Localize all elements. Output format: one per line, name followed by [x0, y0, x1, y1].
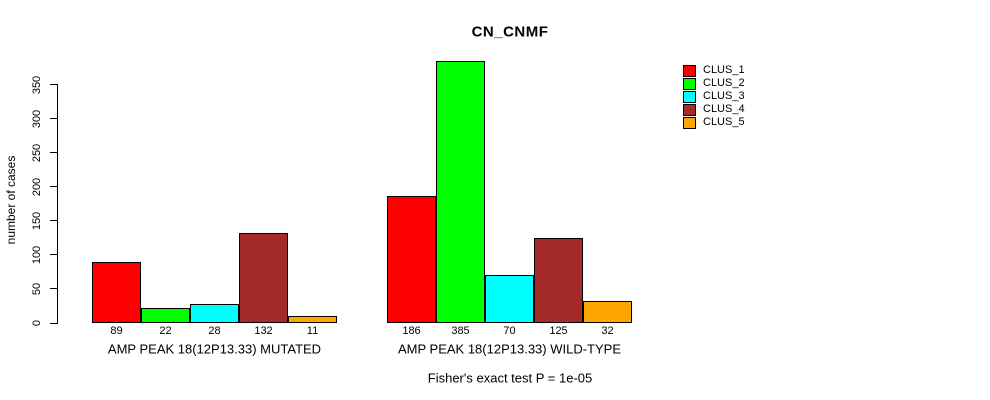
- bar-value-label: 186: [402, 325, 421, 337]
- legend-label: CLUS_1: [703, 64, 745, 76]
- y-axis-tick: [50, 84, 57, 85]
- bar-value-label: 70: [503, 325, 516, 337]
- y-axis-tick-label: 300: [31, 109, 43, 128]
- y-axis-tick-label: 100: [31, 245, 43, 265]
- bar-value-label: 22: [159, 325, 172, 337]
- y-axis-tick-label: 200: [31, 177, 43, 196]
- legend-label: CLUS_3: [703, 90, 745, 102]
- bar-value-label: 32: [601, 325, 614, 337]
- y-axis-tick-label: 50: [31, 282, 43, 296]
- y-axis-tick: [50, 118, 57, 120]
- y-axis-tick: [50, 288, 57, 290]
- bar-clus_4-wild-type: [534, 238, 583, 323]
- y-axis-tick-label: 150: [31, 211, 43, 230]
- y-axis-tick-label: 250: [31, 143, 43, 162]
- y-axis-tick: [50, 220, 57, 222]
- bar-clus_4-mutated: [239, 233, 288, 323]
- y-axis-line: [57, 84, 58, 324]
- y-axis-tick: [50, 254, 57, 256]
- bar-value-label: 28: [208, 325, 221, 337]
- bar-value-label: 385: [451, 325, 470, 337]
- legend-item: CLUS_1: [683, 64, 745, 77]
- y-axis-tick: [50, 322, 57, 324]
- bar-clus_1-mutated: [92, 262, 141, 323]
- legend-label: CLUS_2: [703, 77, 745, 89]
- legend: CLUS_1 CLUS_2 CLUS_3 CLUS_4 CLUS_5: [683, 64, 745, 129]
- y-axis-tick: [50, 186, 57, 188]
- legend-swatch-icon: [683, 103, 696, 116]
- legend-swatch-icon: [683, 77, 696, 90]
- bar-clus_5-wild-type: [583, 301, 632, 323]
- bar-clus_2-wild-type: [436, 61, 485, 323]
- bar-clus_3-mutated: [190, 304, 239, 323]
- legend-item: CLUS_5: [683, 116, 745, 129]
- bar-value-label: 125: [549, 325, 568, 337]
- legend-swatch-icon: [683, 116, 696, 129]
- bar-value-label: 11: [306, 325, 319, 337]
- legend-item: CLUS_2: [683, 77, 745, 90]
- chart-title: CN_CNMF: [471, 23, 549, 41]
- x-axis-group-label: AMP PEAK 18(12P13.33) WILD-TYPE: [397, 341, 622, 357]
- x-axis-group-label: AMP PEAK 18(12P13.33) MUTATED: [107, 341, 322, 357]
- bar-clus_2-mutated: [141, 308, 190, 323]
- legend-label: CLUS_5: [703, 116, 745, 128]
- y-axis-tick: [50, 152, 57, 154]
- y-axis-title: number of cases: [4, 155, 18, 245]
- bar-value-label: 89: [110, 325, 123, 337]
- bar-clus_3-wild-type: [485, 275, 534, 323]
- y-axis-tick-label: 0: [31, 319, 43, 327]
- annotation-text: Fisher's exact test P = 1e-05: [427, 370, 593, 386]
- legend-swatch-icon: [683, 90, 696, 103]
- bar-value-label: 132: [254, 325, 273, 337]
- legend-swatch-icon: [683, 64, 696, 77]
- y-axis-tick-label: 350: [31, 75, 43, 94]
- bar-clus_1-wild-type: [387, 196, 436, 323]
- legend-label: CLUS_4: [703, 103, 745, 115]
- bar-clus_5-mutated: [288, 316, 337, 323]
- legend-item: CLUS_3: [683, 90, 745, 103]
- legend-item: CLUS_4: [683, 103, 745, 116]
